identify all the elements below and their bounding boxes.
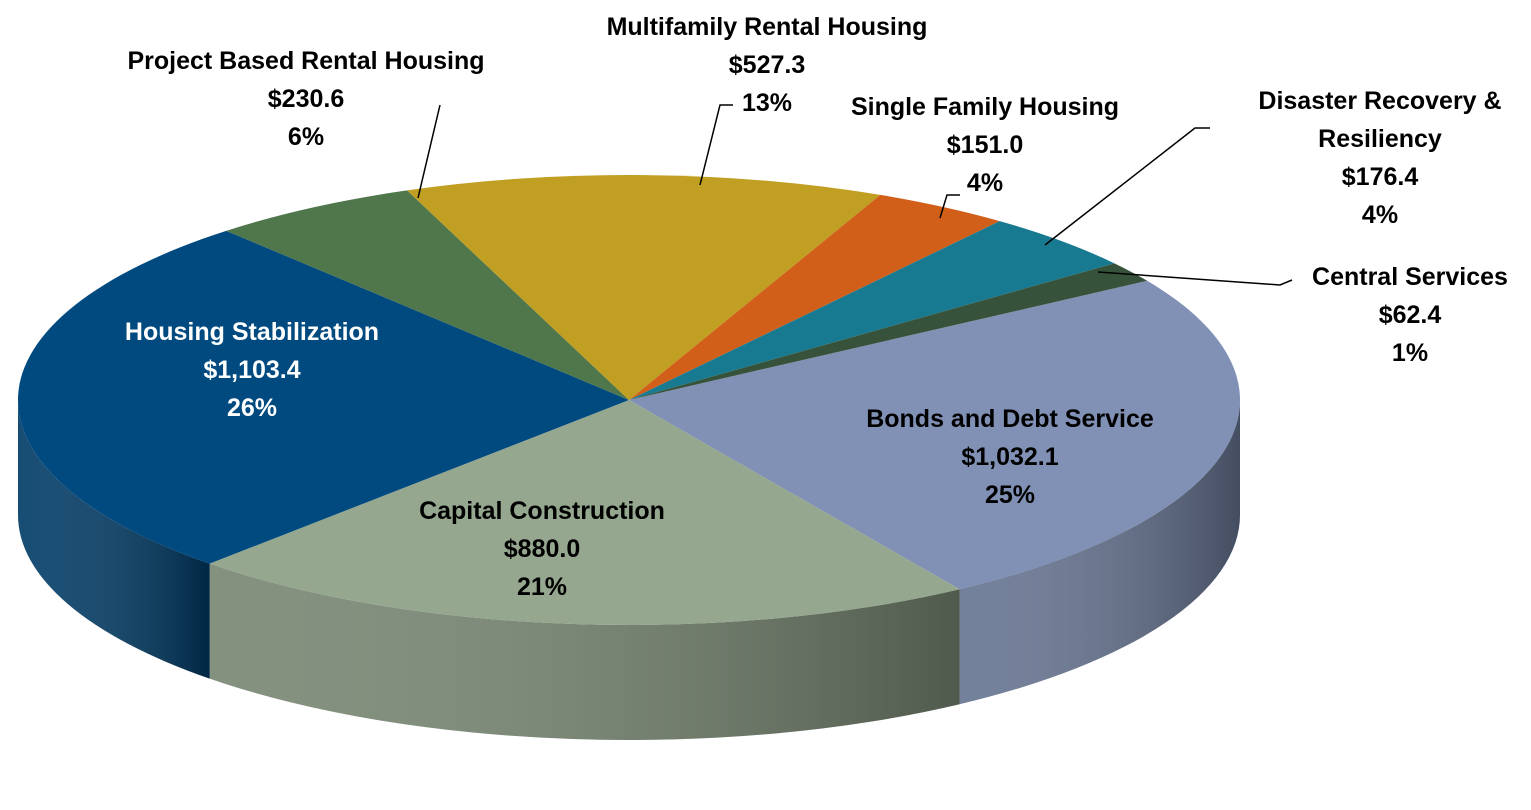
label-percent: 21%: [516, 573, 568, 601]
label-percent: 6%: [287, 123, 325, 151]
slice: [226, 190, 629, 400]
label-name: Disaster Recovery & Resiliency: [1258, 87, 1502, 153]
leader-line: [417, 104, 441, 199]
label-percent: 25%: [984, 481, 1036, 509]
leader-line: [1097, 271, 1293, 286]
slice-label: Disaster Recovery & Resiliency $176.4 4%: [1235, 82, 1525, 234]
slice: [629, 221, 1115, 400]
label-percent: 4%: [1361, 201, 1399, 229]
slice-side-shade: [959, 400, 1240, 705]
slice: [629, 194, 1000, 400]
slice-label: Project Based Rental Housing $230.6 6%: [76, 42, 536, 156]
slice-label: Central Services $62.4 1%: [1260, 258, 1531, 372]
label-value: $880.0: [503, 535, 581, 563]
label-name: Housing Stabilization: [124, 318, 380, 346]
label-name: Bonds and Debt Service: [866, 405, 1154, 433]
label-percent: 26%: [226, 394, 278, 422]
slice-side-shade: [209, 563, 960, 740]
label-name: Central Services: [1312, 263, 1508, 291]
slice: [629, 263, 1148, 400]
slice-label: Capital Construction $880.0 21%: [342, 492, 742, 606]
slice-label: Housing Stabilization $1,103.4 26%: [52, 313, 452, 427]
leader-line: [939, 194, 960, 219]
leader-line: [1044, 127, 1210, 246]
leader-line: [699, 104, 733, 186]
label-name: Project Based Rental Housing: [127, 47, 485, 75]
label-value: $1,103.4: [203, 356, 301, 384]
label-value: $527.3: [728, 51, 806, 79]
slice-label: Multifamily Rental Housing $527.3 13%: [557, 8, 977, 122]
label-name: Capital Construction: [419, 497, 665, 525]
label-value: $176.4: [1341, 163, 1419, 191]
label-value: $230.6: [267, 85, 345, 113]
label-value: $62.4: [1378, 301, 1442, 329]
label-name: Single Family Housing: [850, 93, 1120, 121]
label-value: $151.0: [946, 131, 1024, 159]
label-percent: 1%: [1391, 339, 1429, 367]
slice: [629, 280, 1240, 590]
slice-side-shade: [18, 400, 210, 679]
slice-label: Single Family Housing $151.0 4%: [805, 88, 1165, 202]
label-name: Multifamily Rental Housing: [606, 13, 928, 41]
label-value: $1,032.1: [961, 443, 1059, 471]
slice: [407, 175, 881, 400]
slice-label: Bonds and Debt Service $1,032.1 25%: [810, 400, 1210, 514]
label-percent: 4%: [966, 169, 1004, 197]
label-percent: 13%: [741, 89, 793, 117]
slice: [18, 230, 629, 564]
slice: [209, 400, 960, 626]
